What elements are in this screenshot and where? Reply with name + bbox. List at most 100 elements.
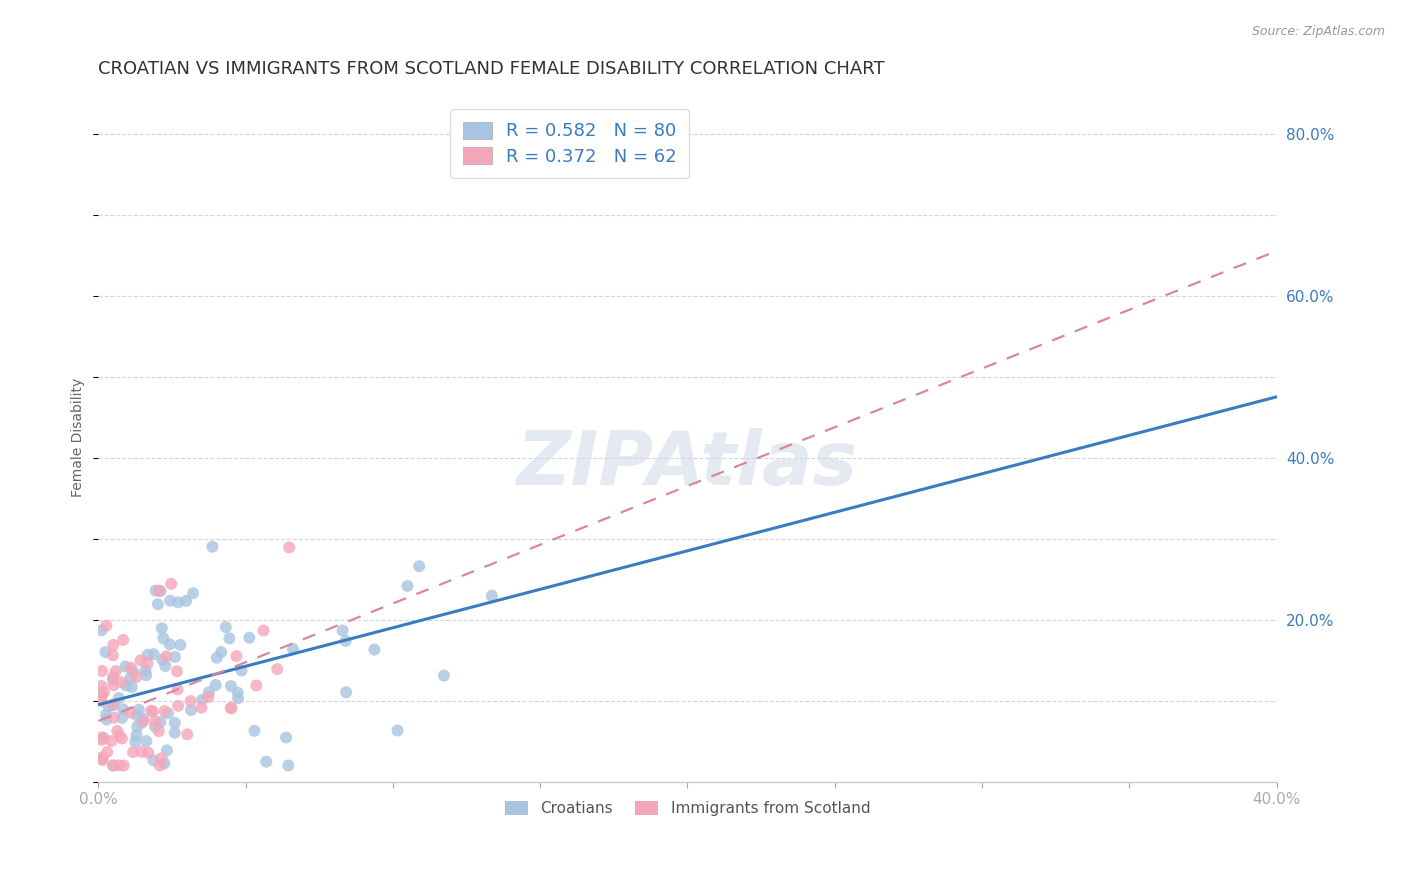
- Point: [159, 593, 181, 607]
- Point: [156, 743, 179, 757]
- Point: [149, 758, 172, 772]
- Point: [396, 579, 419, 593]
- Point: [122, 745, 145, 759]
- Point: [100, 734, 122, 748]
- Point: [125, 670, 148, 684]
- Point: [112, 632, 135, 647]
- Point: [176, 727, 198, 741]
- Point: [166, 682, 188, 697]
- Point: [243, 723, 266, 738]
- Point: [226, 691, 249, 706]
- Point: [135, 734, 157, 748]
- Point: [166, 665, 188, 679]
- Point: [254, 755, 277, 769]
- Point: [252, 624, 274, 638]
- Point: [363, 642, 385, 657]
- Point: [332, 624, 354, 638]
- Point: [96, 618, 118, 632]
- Point: [277, 758, 299, 772]
- Point: [218, 632, 240, 646]
- Point: [136, 657, 159, 671]
- Point: [190, 700, 212, 714]
- Point: [125, 728, 148, 742]
- Point: [209, 645, 232, 659]
- Point: [274, 731, 297, 745]
- Point: [120, 660, 142, 674]
- Point: [152, 632, 174, 646]
- Point: [150, 621, 173, 635]
- Point: [146, 597, 169, 611]
- Point: [335, 633, 357, 648]
- Point: [129, 653, 152, 667]
- Point: [103, 697, 125, 711]
- Point: [101, 648, 124, 663]
- Point: [204, 678, 226, 692]
- Point: [125, 708, 148, 723]
- Point: [90, 690, 112, 704]
- Point: [90, 689, 112, 703]
- Point: [115, 679, 138, 693]
- Point: [143, 720, 166, 734]
- Point: [90, 624, 112, 638]
- Point: [160, 576, 183, 591]
- Point: [145, 583, 167, 598]
- Point: [90, 732, 112, 747]
- Point: [90, 689, 112, 703]
- Point: [94, 645, 117, 659]
- Point: [281, 641, 304, 656]
- Point: [111, 711, 134, 725]
- Point: [135, 668, 157, 682]
- Point: [93, 731, 115, 746]
- Point: [136, 648, 159, 662]
- Point: [132, 712, 155, 726]
- Point: [238, 631, 260, 645]
- Point: [120, 670, 142, 684]
- Point: [142, 753, 165, 767]
- Point: [156, 706, 179, 721]
- Point: [215, 620, 238, 634]
- Point: [108, 691, 131, 706]
- Point: [231, 664, 253, 678]
- Point: [198, 685, 221, 699]
- Point: [103, 669, 125, 683]
- Point: [96, 745, 118, 759]
- Point: [121, 680, 143, 694]
- Point: [181, 586, 204, 600]
- Point: [142, 705, 165, 719]
- Point: [97, 699, 120, 714]
- Point: [148, 583, 170, 598]
- Point: [201, 540, 224, 554]
- Point: [155, 649, 177, 664]
- Point: [110, 675, 132, 690]
- Point: [90, 679, 112, 693]
- Point: [103, 678, 125, 692]
- Point: [114, 659, 136, 673]
- Text: CROATIAN VS IMMIGRANTS FROM SCOTLAND FEMALE DISABILITY CORRELATION CHART: CROATIAN VS IMMIGRANTS FROM SCOTLAND FEM…: [98, 60, 884, 78]
- Point: [112, 702, 135, 716]
- Point: [219, 701, 242, 715]
- Point: [169, 638, 191, 652]
- Point: [101, 698, 124, 713]
- Point: [108, 728, 131, 742]
- Point: [104, 664, 127, 678]
- Point: [180, 703, 202, 717]
- Point: [226, 685, 249, 699]
- Point: [105, 723, 128, 738]
- Point: [128, 703, 150, 717]
- Point: [139, 704, 162, 718]
- Point: [174, 594, 197, 608]
- Point: [163, 715, 186, 730]
- Point: [481, 589, 503, 603]
- Point: [433, 668, 456, 682]
- Point: [163, 650, 186, 665]
- Text: ZIPAtlas: ZIPAtlas: [517, 428, 858, 501]
- Legend: Croatians, Immigrants from Scotland: Croatians, Immigrants from Scotland: [498, 793, 877, 823]
- Point: [142, 647, 165, 661]
- Point: [120, 706, 142, 720]
- Point: [90, 750, 112, 764]
- Point: [153, 756, 176, 771]
- Point: [91, 751, 114, 765]
- Point: [197, 690, 219, 704]
- Point: [278, 541, 301, 555]
- Point: [155, 659, 177, 673]
